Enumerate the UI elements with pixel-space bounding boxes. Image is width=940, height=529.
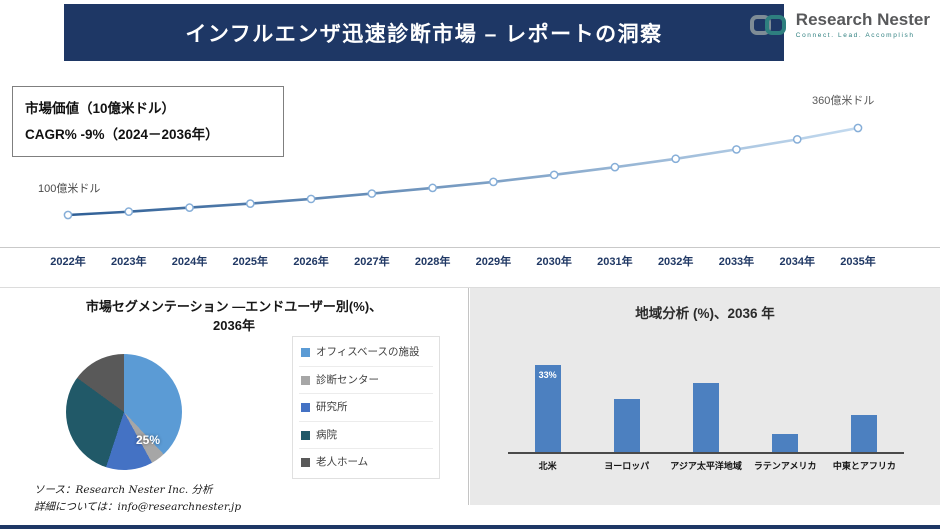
line-series xyxy=(67,126,859,217)
legend-swatch xyxy=(301,348,310,357)
bar: 33% xyxy=(534,365,561,452)
data-point-marker xyxy=(63,210,73,220)
bar-category-label: 北米 xyxy=(538,461,557,471)
x-axis-label: 2033年 xyxy=(718,256,755,268)
pie-title-line2: 2036年 xyxy=(213,317,255,333)
legend-label: オフィスベースの施設 xyxy=(316,346,420,358)
data-point-marker xyxy=(489,177,498,187)
bar-category-labels: 北米 ヨーロッパ アジア太平洋地域 ラテンアメリカ 中東とアフリカ xyxy=(508,459,904,472)
segmentation-panel: 市場セグメンテーション ―エンドユーザー別(%)、 2036年 25% オフィス… xyxy=(0,288,468,520)
bar xyxy=(851,415,878,452)
metric-market-value: 市場価値（10億米ドル） xyxy=(25,101,176,116)
metric-cagr: CAGR% -9%（2024－2036年） xyxy=(25,126,219,142)
data-point-marker xyxy=(792,135,802,144)
x-axis-label: 2034年 xyxy=(779,256,815,268)
data-point-marker xyxy=(124,207,134,217)
line-chart xyxy=(63,123,863,220)
pie-chart xyxy=(66,354,182,470)
pie-title-line1: 市場セグメンテーション ―エンドユーザー別(%)、 xyxy=(85,299,383,314)
legend-swatch xyxy=(301,458,310,468)
data-point-marker xyxy=(367,189,377,198)
footer-source: ソース：Research Nester Inc. 分析 xyxy=(34,484,213,496)
data-point-marker xyxy=(671,154,681,164)
data-point-marker xyxy=(306,194,316,204)
annotation-end-value: 360億米ドル xyxy=(812,95,875,107)
bar-chart-title: 地域分析 (%)、2036 年 xyxy=(635,306,775,321)
bar-category-label: アジア太平洋地域 xyxy=(670,461,742,471)
x-axis-label: 2030年 xyxy=(536,256,572,268)
x-axis-label: 2035年 xyxy=(840,256,876,268)
data-point-marker xyxy=(549,170,559,180)
x-axis-label: 2029年 xyxy=(475,256,512,268)
data-point-marker xyxy=(853,123,863,133)
title-bar: インフルエンザ迅速診断市場 – レポートの洞察 xyxy=(64,4,784,61)
legend-label: 診断センター xyxy=(316,373,379,386)
bar-chart: 33% xyxy=(508,328,904,452)
bar-axis-line xyxy=(508,452,904,454)
bar xyxy=(772,434,799,452)
page-title: インフルエンザ迅速診断市場 – レポートの洞察 xyxy=(185,22,663,46)
bar xyxy=(613,399,640,452)
x-axis-label: 2031年 xyxy=(597,256,633,268)
legend-label: 研究所 xyxy=(316,401,348,414)
x-axis-label: 2024年 xyxy=(171,256,208,268)
legend-swatch xyxy=(301,403,310,413)
data-point-marker xyxy=(610,162,620,172)
x-axis-label: 2025年 xyxy=(232,256,269,268)
legend-item: オフィスベースの施設 xyxy=(299,339,433,367)
x-axis-label: 2026年 xyxy=(293,256,329,268)
annotation-start-value: 100億米ドル xyxy=(38,183,101,195)
x-axis-label: 2027年 xyxy=(354,256,390,268)
footer-contact: 詳細については：info@researchnester.jp xyxy=(34,501,242,513)
legend-item: 老人ホーム xyxy=(299,449,433,476)
x-axis-label: 2032年 xyxy=(657,256,694,268)
bar-category-label: 中東とアフリカ xyxy=(832,461,896,471)
legend-swatch xyxy=(301,375,310,385)
x-axis-label: 2028年 xyxy=(414,256,451,268)
legend-label: 病院 xyxy=(316,428,337,441)
bar-column xyxy=(746,328,825,452)
bar-column xyxy=(666,328,745,452)
bar-value-label: 33% xyxy=(538,370,557,380)
x-axis-label: 2023年 xyxy=(111,256,147,268)
section-divider xyxy=(0,287,940,288)
chain-link-icon xyxy=(749,15,786,35)
brand-name: Research Nester xyxy=(795,10,930,30)
legend-item: 診断センター xyxy=(299,367,433,395)
data-point-marker xyxy=(428,183,437,193)
pie-legend: オフィスベースの施設 診断センター 研究所病院老人ホーム xyxy=(292,336,440,479)
brand-tagline: Connect. Lead. Accomplish xyxy=(795,31,915,39)
brand-logo: Research Nester Connect. Lead. Accomplis… xyxy=(748,10,930,40)
data-point-marker xyxy=(185,203,194,212)
bar-category-label: ラテンアメリカ xyxy=(753,461,817,471)
bottom-accent-bar xyxy=(0,525,940,529)
metric-box: 市場価値（10億米ドル） CAGR% -9%（2024－2036年） xyxy=(12,86,284,158)
bar-column: 33% xyxy=(508,328,587,452)
data-point-marker xyxy=(732,145,741,154)
x-axis-line xyxy=(0,247,940,248)
legend-item: 研究所 xyxy=(299,394,433,422)
legend-label: 老人ホーム xyxy=(316,456,369,469)
panel-divider xyxy=(468,288,469,505)
pie-chart-title: 市場セグメンテーション ―エンドユーザー別(%)、 2036年 xyxy=(0,298,468,336)
bar-category-label: ヨーロッパ xyxy=(604,461,650,471)
pie-data-label: 25% xyxy=(135,433,161,447)
bar xyxy=(693,383,719,452)
regional-analysis-panel: 地域分析 (%)、2036 年 33% 北米 ヨーロッパ アジア太平洋地域 ラテンアメ… xyxy=(470,288,940,505)
data-point-marker xyxy=(245,199,255,208)
bar-column xyxy=(587,328,666,452)
bar-column xyxy=(825,328,904,452)
legend-swatch xyxy=(301,430,310,440)
x-axis-label: 2022年 xyxy=(50,256,86,268)
legend-item: 病院 xyxy=(299,422,433,450)
